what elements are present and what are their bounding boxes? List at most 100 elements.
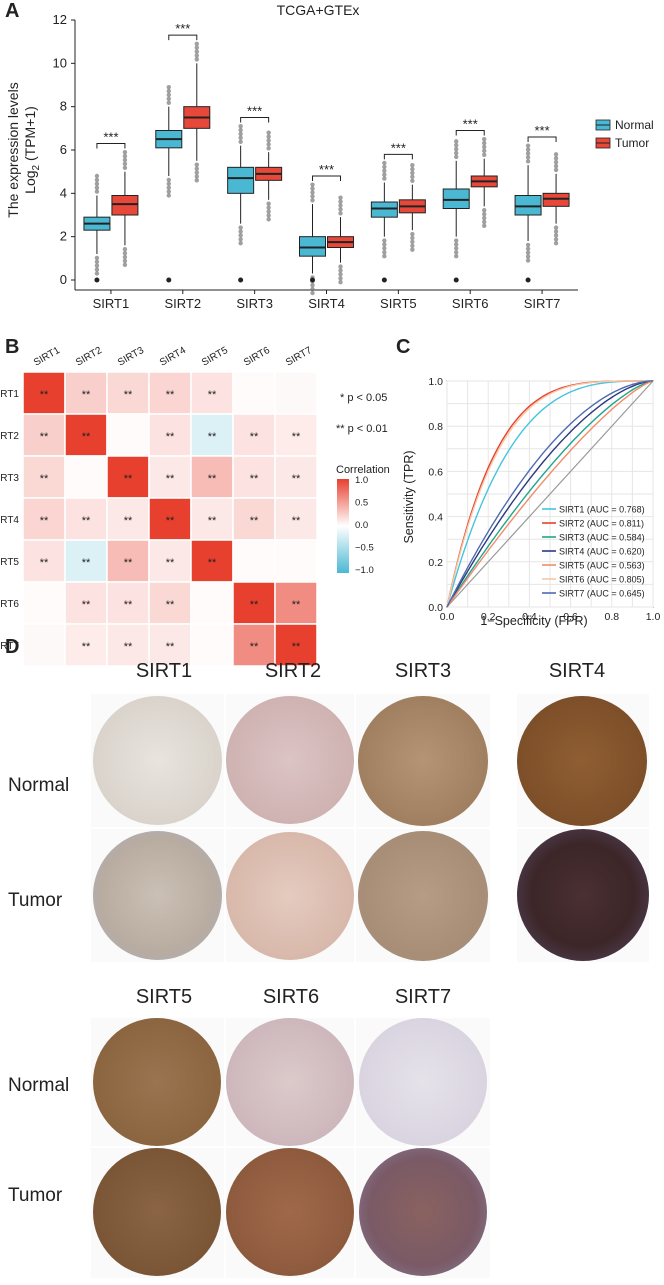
roc-curve — [446, 380, 654, 608]
panel-letter-b: B — [5, 336, 20, 358]
heatmap-cell — [106, 581, 150, 625]
heatmap-cell-label: ** — [292, 641, 301, 653]
outlier-point — [238, 240, 243, 246]
outlier-point — [238, 225, 243, 230]
heatmap-cell — [22, 497, 66, 541]
ihc-image-sirt4-tumor — [517, 829, 649, 962]
heatmap-row-label: SIRT7 — [0, 641, 19, 652]
ihc-title-sirt5: SIRT5 — [135, 986, 193, 1008]
roc-y-tick-label: 0.0 — [428, 602, 443, 614]
outlier-point — [266, 134, 271, 139]
heatmap-cell — [232, 539, 276, 583]
heatmap-row-label: SIRT2 — [0, 431, 19, 442]
ihc-title-sirt7: SIRT7 — [394, 986, 452, 1008]
x-tick-label: SIRT3 — [236, 296, 273, 311]
outlier-point — [194, 53, 199, 58]
roc-legend-label: SIRT5 (AUC = 0.563) — [559, 561, 645, 571]
heatmap-cell-label: ** — [166, 473, 175, 485]
outlier-point — [94, 267, 100, 272]
significance-bracket — [383, 153, 413, 160]
outlier-point — [194, 170, 199, 175]
heatmap-cell-label: ** — [166, 389, 175, 401]
outlier-point — [238, 139, 243, 144]
ihc-image-sirt4-normal — [517, 694, 649, 827]
outlier-point — [553, 229, 559, 234]
outlier-point — [338, 203, 343, 208]
box-normal — [370, 201, 398, 218]
outlier-point — [525, 254, 531, 259]
significance-bracket — [168, 34, 198, 41]
ihc-image-sirt1-tumor — [91, 829, 224, 962]
y-tick-label: 4 — [60, 185, 67, 200]
roc-legend-label: SIRT4 (AUC = 0.620) — [559, 547, 645, 557]
heatmap-cell-label: ** — [166, 515, 175, 527]
ihc-image-sirt1-normal — [91, 694, 224, 827]
panel-letter-d: D — [5, 636, 20, 658]
heatmap-cell-label: ** — [166, 641, 175, 653]
heatmap-cell — [190, 413, 234, 457]
heatmap-row-label: SIRT3 — [0, 473, 19, 484]
heatmap-row-label: SIRT6 — [0, 599, 19, 610]
outlier-point — [238, 277, 244, 283]
x-tick-label: SIRT1 — [93, 296, 130, 311]
roc-x-tick-label: 0.0 — [440, 611, 455, 623]
ihc-image-sirt6-tumor — [226, 1148, 354, 1278]
boxplot-marks: *** *** *** *** *** *** *** — [83, 21, 570, 296]
outlier-point — [553, 233, 559, 238]
outlier-point — [238, 237, 243, 242]
outlier-point — [410, 239, 415, 245]
heatmap-cell — [22, 539, 66, 583]
outlier-point — [238, 233, 243, 238]
outlier-point — [310, 290, 315, 296]
y-axis-label: The expression levels — [5, 82, 21, 217]
outlier-point — [194, 178, 199, 183]
ihc-image-sirt5-tumor — [91, 1148, 224, 1278]
ihc-image-sirt5-normal — [91, 1018, 224, 1146]
heatmap-cell-label: ** — [250, 431, 259, 443]
heatmap-cell — [190, 539, 234, 583]
outlier-point — [94, 271, 100, 276]
outlier-point — [338, 199, 343, 204]
heatmap-cell — [148, 455, 192, 499]
outlier-point — [454, 146, 459, 152]
roc-x-tick-label: 0.8 — [604, 611, 619, 623]
heatmap-cell — [106, 455, 150, 499]
heatmap-cell-label: ** — [124, 515, 133, 527]
outlier-point — [94, 255, 100, 261]
heatmap-cell-label: ** — [40, 431, 49, 443]
heatmap-cell-label: ** — [82, 599, 91, 611]
outlier-point — [194, 166, 199, 171]
heatmap-cell — [274, 581, 318, 625]
heatmap-cell-label: ** — [250, 599, 259, 611]
heatmap-cell-label: ** — [82, 515, 91, 527]
outlier-point — [122, 149, 128, 155]
outlier-point — [122, 153, 128, 159]
outlier-point — [482, 144, 487, 150]
outlier-point — [553, 240, 559, 246]
outlier-point — [482, 215, 487, 221]
significance-label: *** — [534, 123, 549, 138]
outlier-point — [382, 242, 387, 247]
colorbar-tick-label: 0.5 — [355, 498, 368, 509]
heatmap-cell — [148, 581, 192, 625]
outlier-point — [94, 277, 100, 283]
roc-legend-label: SIRT3 (AUC = 0.584) — [559, 533, 645, 543]
significance-label: *** — [319, 162, 334, 177]
heatmap-cell-label: ** — [208, 473, 217, 485]
outlier-point — [553, 152, 559, 157]
outlier-point — [266, 146, 271, 151]
significance-bracket — [527, 136, 557, 142]
significance-bracket — [455, 130, 485, 136]
colorbar — [337, 479, 349, 573]
outlier-point — [410, 162, 415, 168]
legend-label-tumor: Tumor — [615, 136, 649, 150]
outlier-point — [482, 152, 487, 157]
outlier-point — [410, 243, 415, 248]
heatmap-cell-label: ** — [208, 389, 217, 401]
significance-label: *** — [463, 117, 478, 132]
y-tick-label: 8 — [60, 99, 67, 114]
outlier-point — [410, 178, 415, 183]
roc-x-tick-label: 0.2 — [481, 611, 496, 623]
outlier-point — [238, 127, 243, 133]
heatmap-cell — [232, 413, 276, 457]
